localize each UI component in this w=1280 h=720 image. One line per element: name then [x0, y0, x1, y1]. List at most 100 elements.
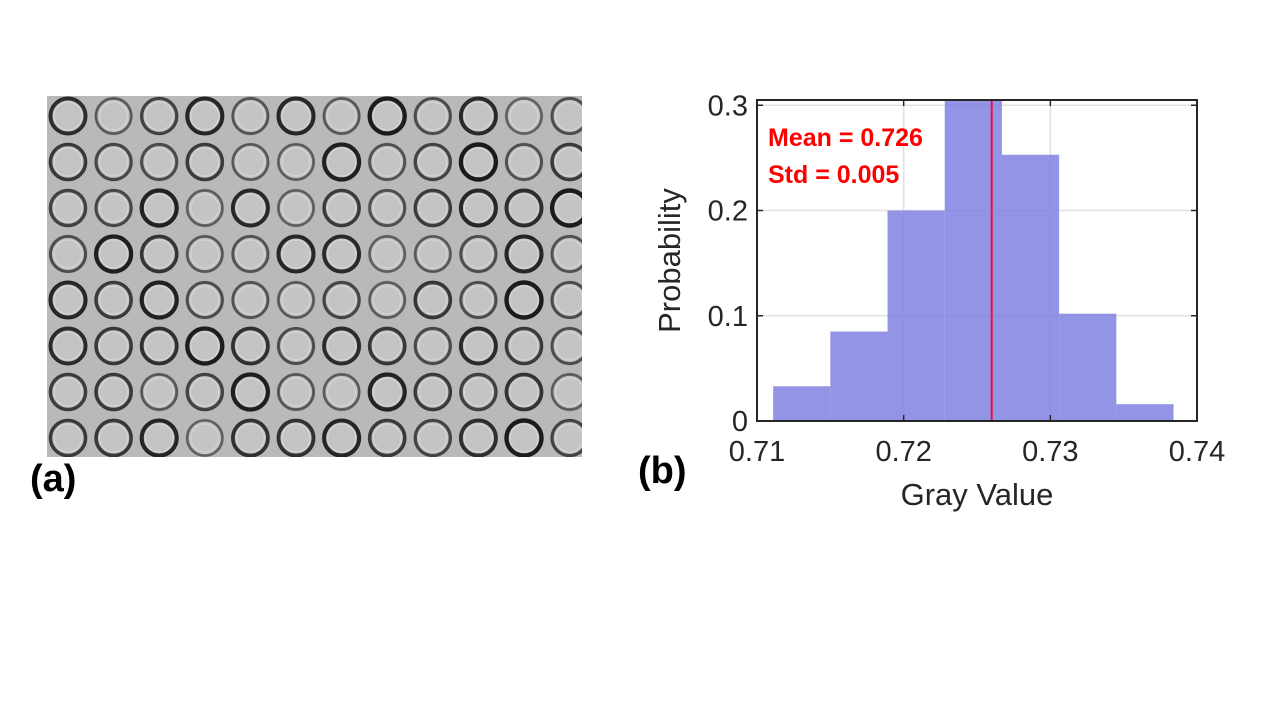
well: [139, 142, 179, 182]
well: [550, 96, 582, 136]
histogram-bar: [944, 100, 1002, 421]
well: [94, 418, 134, 457]
well: [230, 234, 270, 274]
well: [550, 234, 582, 274]
x-tick-label: 0.73: [1022, 436, 1078, 468]
well: [139, 188, 179, 228]
well: [276, 326, 316, 366]
mean-annotation: Mean = 0.726: [768, 124, 923, 152]
std-annotation: Std = 0.005: [768, 161, 899, 189]
well: [504, 418, 544, 457]
well: [94, 96, 134, 136]
well: [48, 188, 88, 228]
well: [185, 418, 225, 457]
panel-label-a: (a): [30, 458, 77, 500]
well: [139, 96, 179, 136]
well: [48, 372, 88, 412]
well: [413, 142, 453, 182]
well: [413, 234, 453, 274]
well: [321, 142, 362, 182]
well: [94, 280, 134, 320]
x-tick-label: 0.72: [875, 436, 931, 468]
well: [458, 372, 498, 412]
panel-label-b: (b): [638, 450, 687, 492]
well: [550, 418, 582, 457]
well: [504, 234, 544, 274]
well: [550, 142, 582, 182]
well: [322, 326, 362, 366]
well: [550, 280, 582, 320]
well: [322, 188, 362, 228]
well: [504, 142, 544, 182]
well: [550, 372, 582, 412]
well: [367, 142, 407, 182]
well: [367, 280, 407, 320]
histogram-bar: [773, 386, 831, 421]
well: [230, 280, 270, 320]
histogram-chart: 0.71 0.72 0.73 0.74 0 0.1 0.2 0.3 Gray Value Pr…: [652, 90, 1226, 512]
well: [413, 326, 453, 366]
well: [230, 142, 270, 182]
well: [139, 234, 179, 274]
well: [230, 372, 271, 412]
well: [48, 418, 88, 457]
x-axis-label: Gray Value: [901, 477, 1054, 512]
well: [504, 188, 544, 228]
histogram-bar: [1059, 313, 1117, 421]
well: [48, 326, 88, 366]
well: [139, 418, 179, 457]
tick-layer: 0.71 0.72 0.73 0.74 0 0.1 0.2 0.3: [708, 90, 1226, 468]
bar-layer: [773, 100, 1174, 421]
well: [367, 96, 407, 136]
well-plate-image: [47, 96, 582, 457]
x-tick-label: 0.74: [1169, 436, 1225, 468]
well: [504, 96, 544, 136]
well: [185, 234, 225, 274]
well: [458, 188, 498, 228]
y-axis-label: Probability: [652, 188, 687, 333]
well-plate-svg: [47, 96, 582, 457]
well: [458, 96, 498, 136]
well: [458, 142, 499, 182]
histogram-bar: [887, 210, 945, 421]
well: [276, 280, 316, 320]
well: [367, 372, 407, 412]
well: [276, 234, 316, 274]
well: [185, 280, 225, 320]
well: [276, 188, 316, 228]
well: [94, 326, 134, 366]
well: [413, 188, 453, 228]
well: [322, 234, 362, 274]
y-tick-label: 0.3: [708, 90, 748, 122]
x-tick-label: 0.71: [729, 436, 785, 468]
well: [139, 326, 179, 366]
well: [94, 188, 134, 228]
well: [185, 326, 225, 366]
well: [94, 142, 134, 182]
well: [322, 280, 362, 320]
well: [458, 280, 498, 320]
well: [276, 418, 316, 457]
y-tick-label: 0: [732, 406, 748, 438]
well: [230, 188, 270, 228]
well: [276, 142, 316, 182]
well: [185, 96, 225, 136]
well: [504, 280, 544, 320]
well: [322, 96, 362, 136]
well: [185, 142, 225, 182]
well: [48, 142, 88, 182]
well: [367, 188, 407, 228]
y-tick-label: 0.2: [708, 196, 748, 228]
well: [230, 418, 270, 457]
well: [185, 372, 225, 412]
well: [139, 372, 179, 412]
well: [413, 418, 453, 457]
well: [367, 326, 407, 366]
well: [367, 418, 407, 457]
well: [322, 372, 362, 412]
well: [413, 96, 453, 136]
well: [549, 188, 582, 228]
well: [550, 326, 582, 366]
well: [276, 96, 316, 136]
well: [48, 234, 88, 274]
